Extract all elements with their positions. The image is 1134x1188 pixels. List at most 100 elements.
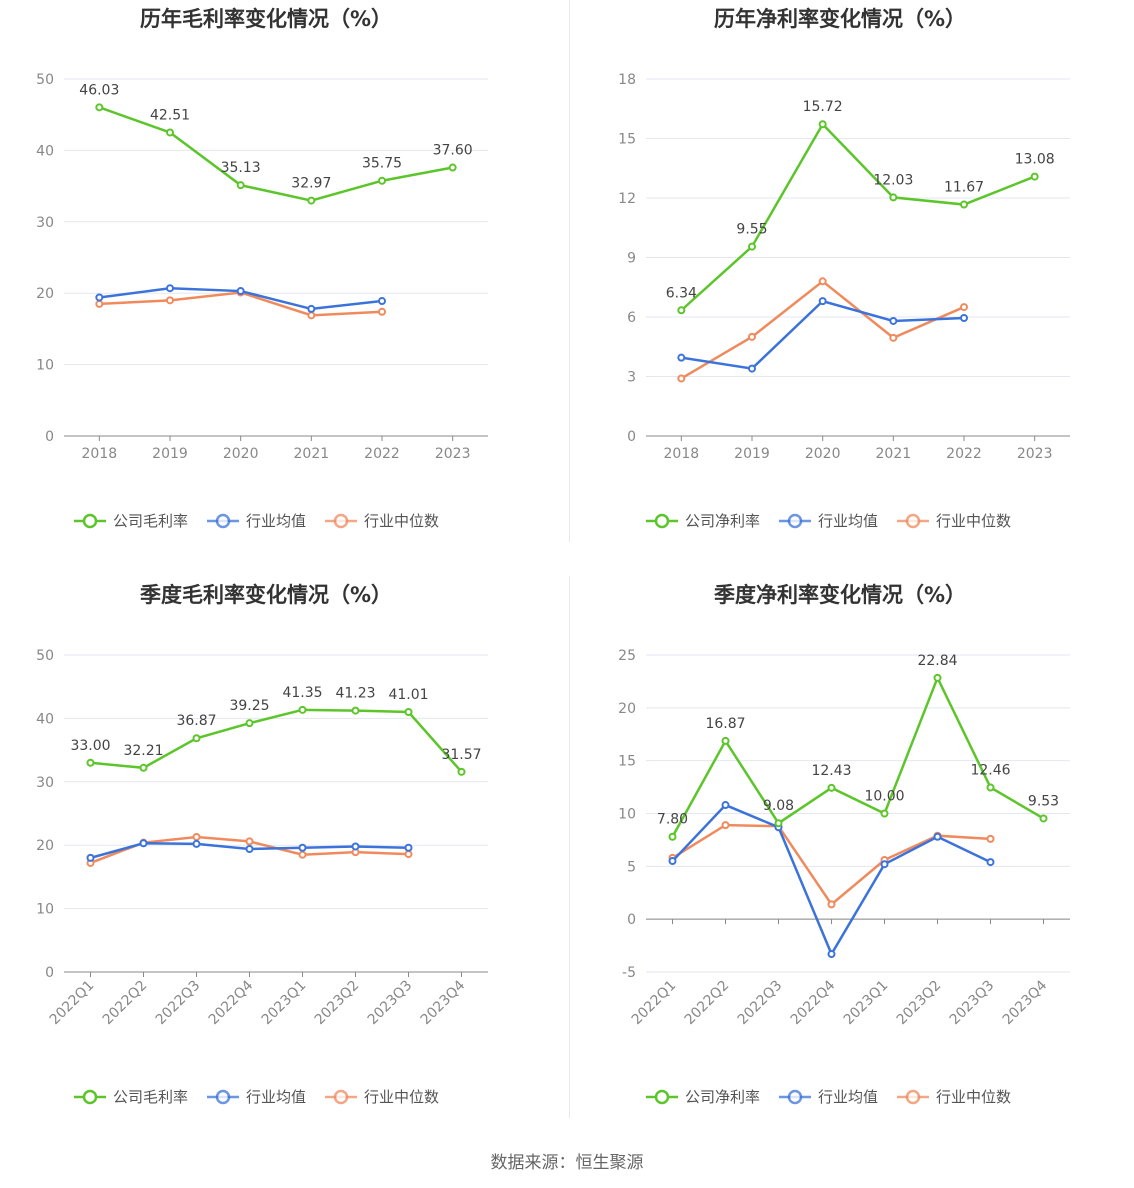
legend-item-avg: 行业均值 — [207, 1088, 306, 1106]
data-point-avg — [889, 316, 898, 325]
y-tick-label: 6 — [627, 310, 636, 326]
y-tick-label: 15 — [618, 132, 636, 148]
legend-label: 公司毛利率 — [113, 512, 188, 530]
data-point-median — [298, 850, 307, 859]
data-label: 32.97 — [291, 176, 331, 192]
legend-label: 行业中位数 — [364, 1088, 439, 1106]
x-tick-label: 2022Q4 — [788, 977, 839, 1028]
y-tick-label: 0 — [627, 429, 636, 445]
x-tick-label: 2023 — [1017, 446, 1053, 462]
legend-marker — [905, 513, 921, 529]
data-point-company — [986, 783, 995, 792]
y-tick-label: 0 — [45, 965, 54, 981]
x-tick-label: 2023Q2 — [894, 978, 945, 1029]
data-point-avg — [748, 364, 756, 373]
y-tick-label: 0 — [45, 429, 54, 445]
data-point-company — [1030, 172, 1039, 181]
data-label: 16.87 — [705, 716, 745, 732]
legend-label: 行业均值 — [246, 1088, 306, 1106]
data-point-median — [960, 303, 968, 312]
data-point-avg — [827, 950, 836, 959]
data-point-avg — [721, 801, 730, 810]
y-tick-label: 25 — [618, 648, 636, 664]
data-point-company — [378, 176, 386, 185]
data-point-avg — [986, 858, 995, 867]
data-point-company — [236, 181, 245, 190]
data-label: 12.03 — [873, 172, 913, 188]
legend-marker — [905, 1089, 921, 1105]
data-point-company — [668, 832, 677, 841]
data-point-company — [457, 767, 466, 776]
legend-item-company: 公司毛利率 — [74, 1088, 188, 1106]
y-tick-label: 5 — [627, 859, 636, 875]
legend-marker — [215, 1089, 231, 1105]
legend-label: 行业中位数 — [364, 512, 439, 530]
legend-marker — [82, 513, 98, 529]
data-label: 39.25 — [229, 698, 269, 714]
data-point-company — [298, 705, 307, 714]
legend-marker — [82, 1089, 98, 1105]
chart-svg: 历年毛利率变化情况（%） 0 10 20 30 40 50 2018 2019 2020 2021 2… — [36, 7, 488, 530]
y-tick-label: 50 — [36, 72, 54, 88]
x-tick-label: 2020 — [805, 446, 841, 462]
data-label: 9.08 — [763, 798, 794, 814]
data-label: 6.34 — [666, 285, 697, 301]
chart-title: 历年净利率变化情况（%） — [714, 7, 966, 31]
data-point-avg — [351, 842, 360, 851]
legend-item-median: 行业中位数 — [325, 512, 439, 530]
data-label: 37.60 — [433, 143, 473, 159]
data-point-company — [86, 758, 95, 767]
legend-marker — [654, 1089, 670, 1105]
y-tick-label: 20 — [36, 286, 54, 302]
x-tick-label: 2020 — [223, 446, 259, 462]
data-point-median — [166, 296, 174, 305]
data-label: 42.51 — [150, 107, 190, 123]
divider-top — [569, 0, 570, 542]
x-tick-label: 2022Q1 — [629, 978, 680, 1029]
legend-label: 行业均值 — [818, 512, 878, 530]
x-tick-label: 2021 — [876, 446, 912, 462]
x-tick-label: 2022 — [364, 446, 400, 462]
data-point-median — [245, 837, 254, 846]
legend-item-median: 行业中位数 — [325, 1088, 439, 1106]
data-point-median — [378, 307, 386, 316]
data-point-median — [192, 832, 201, 841]
data-point-avg — [378, 297, 386, 306]
data-label: 31.57 — [441, 747, 481, 763]
series-line-company — [98, 106, 453, 202]
x-tick-label: 2022Q1 — [47, 978, 98, 1029]
legend-marker — [787, 1089, 803, 1105]
x-tick-label: 2023Q1 — [841, 978, 892, 1029]
chart-title: 历年毛利率变化情况（%） — [140, 7, 392, 31]
x-tick-label: 2023 — [435, 446, 471, 462]
data-label: 7.80 — [657, 812, 688, 828]
divider-bottom — [569, 576, 570, 1118]
legend-item-company: 公司毛利率 — [74, 512, 188, 530]
data-label: 22.84 — [917, 653, 957, 669]
x-tick-label: 2022Q3 — [735, 978, 786, 1029]
data-point-avg — [404, 843, 413, 852]
legend-marker — [654, 513, 670, 529]
y-tick-label: 9 — [627, 251, 636, 267]
y-tick-label: 40 — [36, 711, 54, 727]
data-label: 32.21 — [123, 743, 163, 759]
legend-item-median: 行业中位数 — [897, 512, 1011, 530]
x-tick-label: 2022 — [946, 446, 982, 462]
data-label: 33.00 — [70, 738, 110, 754]
y-tick-label: 10 — [36, 358, 54, 374]
data-point-avg — [95, 293, 104, 302]
data-point-avg — [139, 839, 148, 848]
legend-label: 行业均值 — [246, 512, 306, 530]
data-point-company — [880, 809, 889, 818]
x-tick-label: 2018 — [82, 446, 118, 462]
data-point-company — [827, 783, 836, 792]
data-point-company — [677, 306, 686, 315]
y-tick-label: 18 — [618, 72, 636, 88]
data-point-avg — [960, 313, 968, 322]
data-point-median — [95, 299, 104, 308]
data-source-text: 数据来源：恒生聚源 — [490, 1153, 644, 1173]
data-point-avg — [236, 287, 245, 296]
legend-marker — [333, 1089, 349, 1105]
legend-item-avg: 行业均值 — [207, 512, 306, 530]
